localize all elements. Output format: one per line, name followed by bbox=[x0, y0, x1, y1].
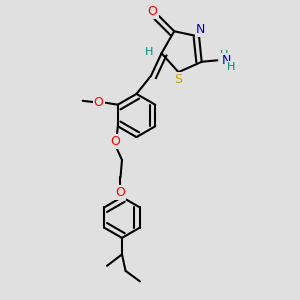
Text: N: N bbox=[222, 54, 232, 68]
Text: H: H bbox=[226, 62, 235, 72]
Text: H: H bbox=[145, 47, 154, 57]
Text: O: O bbox=[110, 135, 120, 148]
Text: S: S bbox=[175, 73, 182, 86]
Text: O: O bbox=[94, 96, 103, 109]
Text: N: N bbox=[196, 23, 205, 36]
Text: O: O bbox=[116, 186, 125, 200]
Text: O: O bbox=[148, 5, 158, 18]
Text: H: H bbox=[220, 50, 228, 60]
